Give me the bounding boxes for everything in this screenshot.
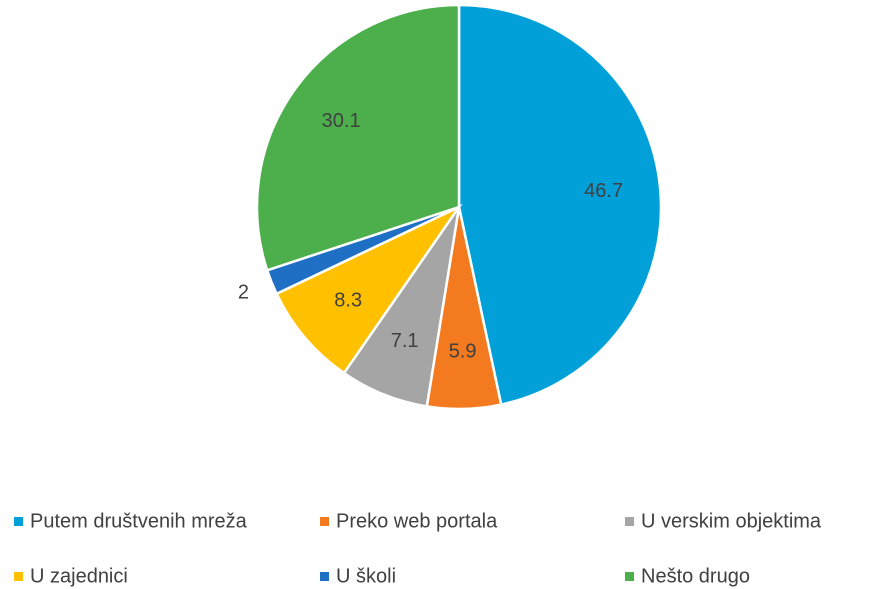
- data-label: 2: [238, 282, 249, 304]
- legend-swatch: [625, 517, 634, 526]
- legend-label: Putem društvenih mreža: [30, 510, 248, 532]
- data-label: 5.9: [449, 341, 477, 363]
- legend-swatch: [14, 517, 23, 526]
- legend-swatch: [320, 517, 329, 526]
- pie-slice: [457, 3, 663, 407]
- legend-label: U školi: [336, 565, 396, 587]
- data-label: 46.7: [584, 180, 623, 202]
- legend-label: U verskim objektima: [641, 510, 822, 532]
- legend-label: Preko web portala: [336, 510, 498, 532]
- legend-swatch: [625, 572, 634, 581]
- legend-swatch: [320, 572, 329, 581]
- pie-slice: [274, 203, 463, 375]
- data-label: 7.1: [391, 330, 419, 352]
- legend-label: U zajednici: [30, 565, 128, 587]
- data-label: 30.1: [322, 110, 361, 132]
- pie-slice: [255, 3, 461, 272]
- legend-swatch: [14, 572, 23, 581]
- data-label: 8.3: [334, 289, 362, 311]
- legend-label: Nešto drugo: [641, 565, 750, 587]
